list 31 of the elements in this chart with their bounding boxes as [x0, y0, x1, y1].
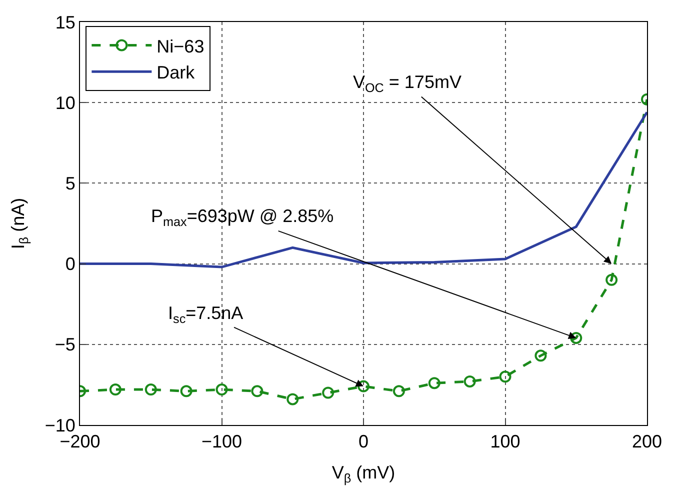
x-tick-label: 200 [632, 432, 662, 452]
point [358, 380, 370, 392]
y-tick-label: 10 [55, 92, 76, 113]
point [180, 385, 192, 398]
y-tick-label: 5 [65, 174, 76, 194]
point [606, 274, 618, 286]
point [464, 375, 476, 388]
point [392, 385, 405, 398]
point [570, 332, 582, 344]
y-tick-label: 15 [55, 12, 76, 32]
x-tick-label: −100 [201, 432, 242, 452]
annotation: I$_{sc}$=7.5nA [168, 303, 244, 326]
x-tick-label: 100 [490, 432, 520, 452]
point [216, 384, 228, 396]
y-tick-label: −5 [54, 334, 76, 355]
annotation: P$_{max}$=693pW @ 2.85% [151, 206, 334, 229]
point [499, 370, 512, 383]
legend-label: Ni−63 [156, 36, 204, 56]
point [322, 386, 334, 399]
legend-label: Dark [156, 62, 196, 83]
x-axis-title: V$_{β}$ (mV) [332, 462, 396, 486]
x-tick-label: 0 [358, 432, 369, 452]
point [144, 384, 157, 396]
annotation: V$_{OC}$ = 175mV [353, 72, 462, 95]
point [109, 384, 122, 396]
point [534, 350, 547, 362]
line-series [80, 111, 647, 268]
point [286, 393, 299, 406]
y-tick-label: 0 [65, 254, 76, 274]
point [251, 385, 264, 398]
point [428, 377, 440, 390]
